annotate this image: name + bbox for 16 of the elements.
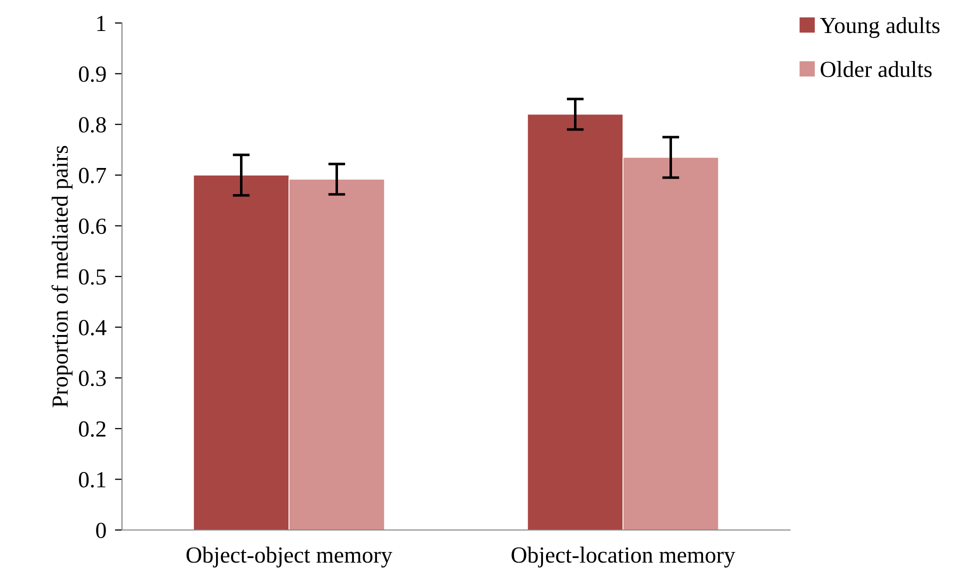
y-tick-label: 0.4 [78,320,106,336]
y-tick-label: 0.6 [78,218,106,234]
x-tick-label: Object-location memory [512,546,736,568]
legend-label: Young adults [820,17,940,38]
y-tick-label: 0.7 [78,168,106,184]
legend-label: Older adults [820,61,932,78]
x-tick-label: Object-object memory [186,546,392,568]
y-tick-label: 1 [97,16,106,31]
y-tick-label: 0.8 [78,117,106,133]
y-tick-label: 0.2 [78,421,106,437]
y-axis-title: Proportion of mediated pairs [52,146,73,408]
y-tick-label: 0.9 [78,66,106,82]
y-tick-label: 0.1 [78,472,106,488]
y-tick-label: 0.5 [78,269,106,285]
y-tick-label: 0 [96,522,106,538]
y-tick-label: 0.3 [78,370,106,386]
